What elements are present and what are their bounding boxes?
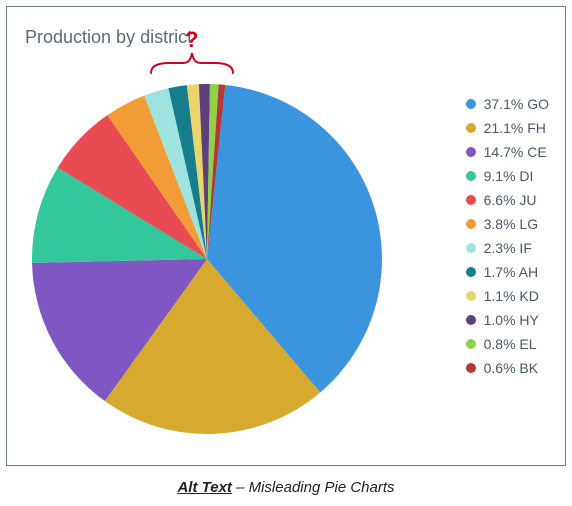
- annotation-bracket: [147, 43, 237, 79]
- legend-label: 21.1% FH: [484, 121, 546, 135]
- legend-item-go: 37.1% GO: [466, 97, 549, 111]
- legend-item-kd: 1.1% KD: [466, 289, 549, 303]
- legend-dot: [466, 147, 476, 157]
- legend-item-bk: 0.6% BK: [466, 361, 549, 375]
- legend-label: 1.7% AH: [484, 265, 538, 279]
- legend-label: 0.6% BK: [484, 361, 538, 375]
- chart-frame: Production by district ? 37.1% GO21.1% F…: [6, 6, 566, 466]
- caption-text: Misleading Pie Charts: [249, 479, 395, 496]
- caption: Alt Text – Misleading Pie Charts: [0, 479, 572, 496]
- legend-label: 1.1% KD: [484, 289, 539, 303]
- legend-dot: [466, 243, 476, 253]
- legend-dot: [466, 219, 476, 229]
- legend-item-hy: 1.0% HY: [466, 313, 549, 327]
- legend-label: 6.6% JU: [484, 193, 537, 207]
- legend-dot: [466, 171, 476, 181]
- caption-alt-prefix: Alt Text: [177, 479, 231, 496]
- legend-item-el: 0.8% EL: [466, 337, 549, 351]
- legend-dot: [466, 99, 476, 109]
- legend-label: 2.3% IF: [484, 241, 532, 255]
- legend-label: 0.8% EL: [484, 337, 537, 351]
- legend-item-ju: 6.6% JU: [466, 193, 549, 207]
- legend-item-if: 2.3% IF: [466, 241, 549, 255]
- legend-label: 9.1% DI: [484, 169, 534, 183]
- legend-dot: [466, 267, 476, 277]
- legend-item-fh: 21.1% FH: [466, 121, 549, 135]
- legend-item-lg: 3.8% LG: [466, 217, 549, 231]
- pie-container: [27, 79, 387, 439]
- legend: 37.1% GO 21.1% FH 14.7% CE 9.1% DI 6.6% JU 3.…: [466, 97, 549, 385]
- legend-label: 3.8% LG: [484, 217, 538, 231]
- legend-dot: [466, 291, 476, 301]
- legend-dot: [466, 195, 476, 205]
- caption-dash: –: [232, 479, 249, 496]
- legend-label: 14.7% CE: [484, 145, 547, 159]
- pie-chart: [27, 79, 387, 439]
- legend-item-ce: 14.7% CE: [466, 145, 549, 159]
- legend-item-ah: 1.7% AH: [466, 265, 549, 279]
- legend-dot: [466, 123, 476, 133]
- legend-dot: [466, 339, 476, 349]
- legend-label: 37.1% GO: [484, 97, 549, 111]
- chart-title: Production by district: [25, 27, 192, 48]
- legend-item-di: 9.1% DI: [466, 169, 549, 183]
- legend-label: 1.0% HY: [484, 313, 539, 327]
- legend-dot: [466, 315, 476, 325]
- legend-dot: [466, 363, 476, 373]
